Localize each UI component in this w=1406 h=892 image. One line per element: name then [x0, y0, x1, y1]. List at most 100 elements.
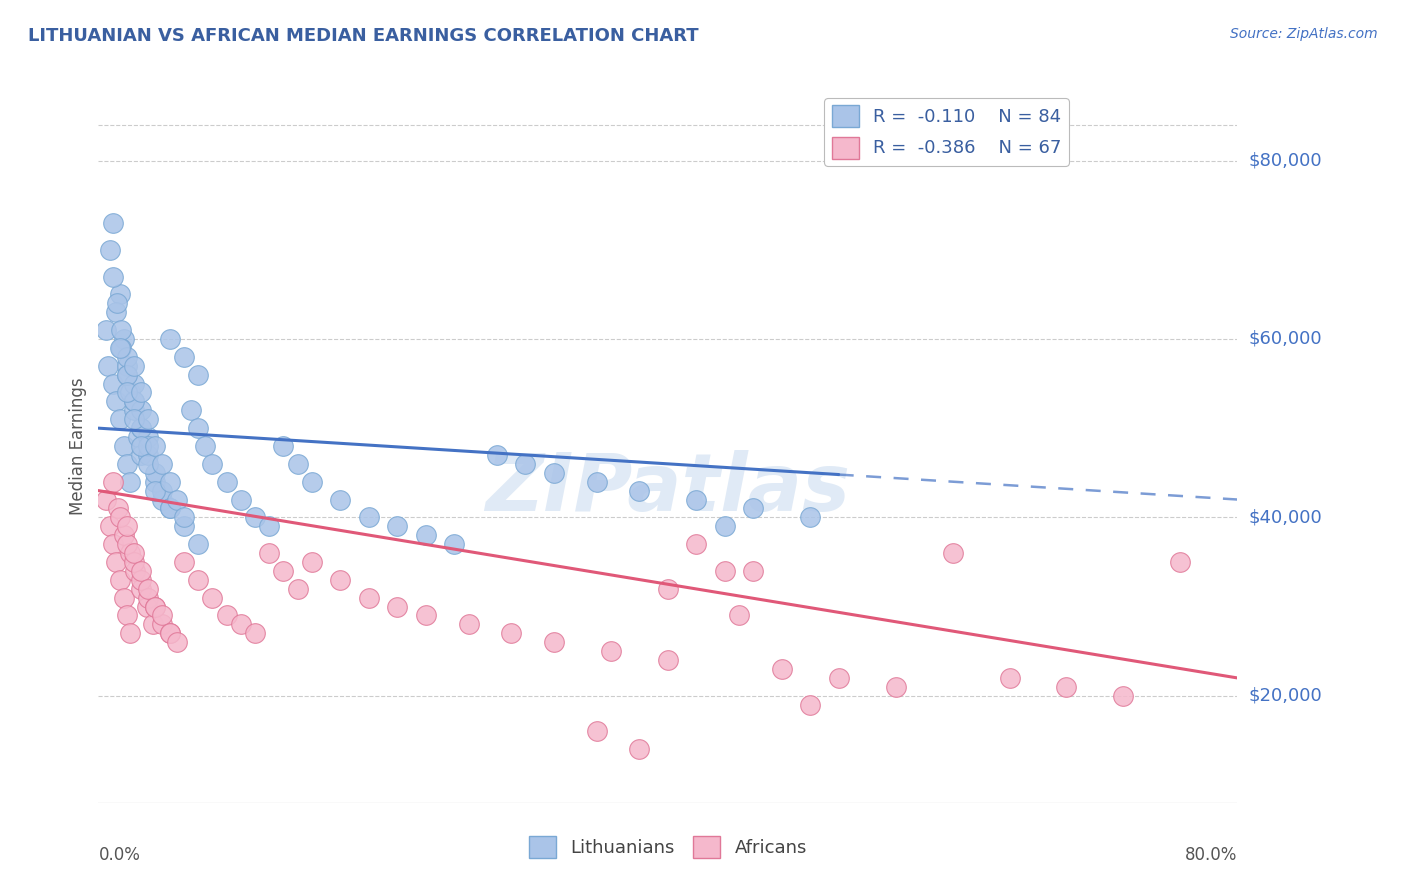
Point	[124, 564, 146, 578]
Point	[101, 537, 124, 551]
Point	[136, 457, 159, 471]
Point	[112, 528, 135, 542]
Point	[145, 439, 167, 453]
Point	[159, 501, 181, 516]
Point	[770, 662, 793, 676]
Point	[799, 698, 821, 712]
Point	[201, 591, 224, 605]
Point	[145, 483, 167, 498]
Point	[1056, 680, 1078, 694]
Point	[329, 492, 352, 507]
Legend: Lithuanians, Africans: Lithuanians, Africans	[522, 829, 814, 865]
Point	[108, 510, 131, 524]
Point	[104, 305, 127, 319]
Point	[243, 626, 266, 640]
Point	[122, 394, 145, 409]
Point	[115, 537, 138, 551]
Point	[152, 617, 174, 632]
Point	[115, 368, 138, 382]
Point	[122, 394, 145, 409]
Point	[98, 519, 121, 533]
Point	[1112, 689, 1135, 703]
Point	[457, 617, 479, 632]
Point	[742, 564, 765, 578]
Point	[166, 492, 188, 507]
Point	[728, 608, 751, 623]
Point	[159, 501, 181, 516]
Point	[173, 519, 195, 533]
Point	[115, 359, 138, 373]
Point	[122, 359, 145, 373]
Point	[145, 599, 167, 614]
Point	[501, 626, 523, 640]
Point	[129, 564, 152, 578]
Point	[97, 359, 120, 373]
Point	[628, 742, 651, 756]
Point	[166, 635, 188, 649]
Point	[657, 653, 679, 667]
Point	[98, 243, 121, 257]
Point	[112, 591, 135, 605]
Point	[828, 671, 851, 685]
Point	[159, 626, 181, 640]
Point	[173, 555, 195, 569]
Point	[301, 475, 323, 489]
Point	[152, 483, 174, 498]
Point	[287, 457, 309, 471]
Point	[129, 421, 152, 435]
Point	[357, 591, 380, 605]
Point	[585, 475, 607, 489]
Point	[180, 403, 202, 417]
Point	[329, 573, 352, 587]
Text: 0.0%: 0.0%	[98, 846, 141, 863]
Point	[101, 376, 124, 391]
Point	[115, 519, 138, 533]
Point	[884, 680, 907, 694]
Point	[115, 385, 138, 400]
Point	[101, 216, 124, 230]
Text: $40,000: $40,000	[1249, 508, 1322, 526]
Point	[108, 412, 131, 426]
Point	[129, 439, 152, 453]
Point	[136, 430, 159, 444]
Point	[201, 457, 224, 471]
Point	[115, 608, 138, 623]
Text: Source: ZipAtlas.com: Source: ZipAtlas.com	[1230, 27, 1378, 41]
Point	[685, 537, 707, 551]
Point	[122, 412, 145, 426]
Point	[135, 599, 157, 614]
Point	[187, 421, 209, 435]
Point	[486, 448, 509, 462]
Point	[112, 332, 135, 346]
Point	[129, 582, 152, 596]
Point	[136, 439, 159, 453]
Point	[115, 350, 138, 364]
Point	[1170, 555, 1192, 569]
Point	[107, 501, 129, 516]
Point	[415, 528, 437, 542]
Point	[657, 582, 679, 596]
Point	[129, 448, 152, 462]
Point	[94, 492, 117, 507]
Point	[585, 724, 607, 739]
Point	[145, 599, 167, 614]
Point	[101, 475, 124, 489]
Point	[136, 582, 159, 596]
Text: $60,000: $60,000	[1249, 330, 1322, 348]
Point	[159, 475, 181, 489]
Point	[273, 564, 295, 578]
Point	[145, 466, 167, 480]
Point	[543, 466, 565, 480]
Point	[799, 510, 821, 524]
Point	[159, 626, 181, 640]
Point	[118, 475, 141, 489]
Text: LITHUANIAN VS AFRICAN MEDIAN EARNINGS CORRELATION CHART: LITHUANIAN VS AFRICAN MEDIAN EARNINGS CO…	[28, 27, 699, 45]
Point	[187, 537, 209, 551]
Point	[105, 296, 128, 310]
Point	[136, 412, 159, 426]
Point	[173, 350, 195, 364]
Point	[229, 492, 252, 507]
Point	[942, 546, 965, 560]
Point	[94, 323, 117, 337]
Point	[187, 368, 209, 382]
